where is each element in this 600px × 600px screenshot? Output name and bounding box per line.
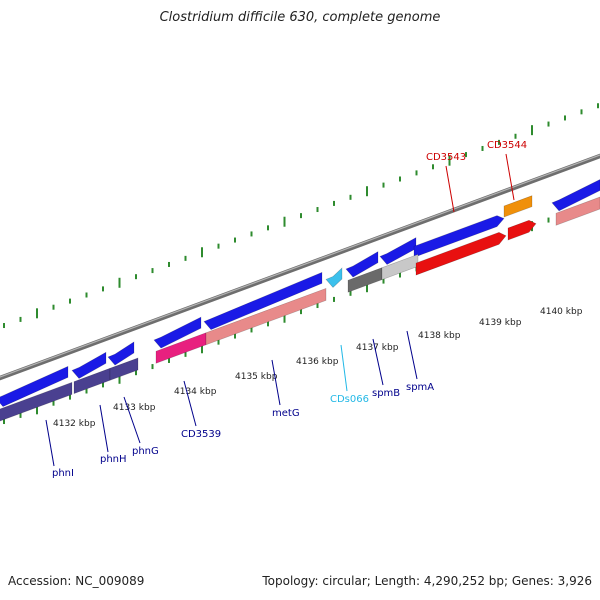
feature-box-cd3544 <box>507 219 537 241</box>
upper-tick-row <box>3 103 599 329</box>
kbp-label: 4136 kbp <box>296 357 339 367</box>
feature-box-next <box>555 196 600 226</box>
gene-leader-line <box>505 153 515 201</box>
gene-label: spmA <box>406 382 434 393</box>
gene-label: phnH <box>100 454 127 465</box>
gene-leader-line <box>99 404 109 453</box>
kbp-label: 4134 kbp <box>174 387 217 397</box>
gene-leader-line <box>445 165 455 213</box>
feature-box-phnI <box>0 381 73 422</box>
kbp-label: 4133 kbp <box>113 403 156 413</box>
gene-arrow-spmA <box>379 237 417 265</box>
gene-leader-line <box>183 380 197 427</box>
gene-label: CD3539 <box>181 429 221 440</box>
gene-leader-line <box>123 396 141 444</box>
page-title: Clostridium difficile 630, complete geno… <box>159 10 441 25</box>
gene-label: CD3544 <box>487 140 527 151</box>
gene-arrow-cd3543 <box>413 215 505 258</box>
feature-cds066 <box>325 267 343 288</box>
kbp-label: 4140 kbp <box>540 307 583 317</box>
gene-leader-line <box>406 330 418 380</box>
kbp-label: 4139 kbp <box>479 318 522 328</box>
genome-backbone <box>0 153 600 381</box>
gene-arrow-spmB <box>345 251 379 278</box>
genome-summary: Topology: circular; Length: 4,290,252 bp… <box>262 574 592 588</box>
gene-label: phnG <box>132 446 159 457</box>
backbone-line <box>0 153 600 381</box>
kbp-label: 4132 kbp <box>53 419 96 429</box>
backbone-highlight <box>0 154 600 378</box>
kbp-label: 4135 kbp <box>235 372 278 382</box>
gene-arrow-phnH <box>71 351 107 379</box>
gene-leader-line <box>45 419 55 467</box>
gene-arrow-metG <box>203 271 323 330</box>
gene-arrow-phnI <box>0 365 69 407</box>
gene-leader-line <box>372 338 384 386</box>
gene-leader-line <box>271 359 281 406</box>
gene-label: metG <box>272 408 300 419</box>
gene-arrow-cd3539 <box>153 316 202 349</box>
feature-box-metG <box>205 287 327 346</box>
kbp-label: 4137 kbp <box>356 343 399 353</box>
kbp-scale: 4132 kbp 4133 kbp 4134 kbp 4135 kbp 4136 kbp… <box>53 307 583 429</box>
gene-label: spmB <box>372 388 400 399</box>
gene-label: phnI <box>52 468 74 479</box>
gene-arrow-next <box>551 179 600 212</box>
gene-label: CD3543 <box>426 152 466 163</box>
accession-label: Accession: NC_009089 <box>8 574 145 588</box>
gene-leader-line <box>340 344 348 392</box>
feature-box-cd3543 <box>415 232 507 276</box>
feature-cd3544 <box>503 195 533 218</box>
gene-arrow-phnG <box>107 341 135 366</box>
feature-track <box>0 179 600 422</box>
kbp-label: 4138 kbp <box>418 331 461 341</box>
feature-box-phnG <box>109 357 139 381</box>
gene-label: CDs066 <box>330 394 369 405</box>
